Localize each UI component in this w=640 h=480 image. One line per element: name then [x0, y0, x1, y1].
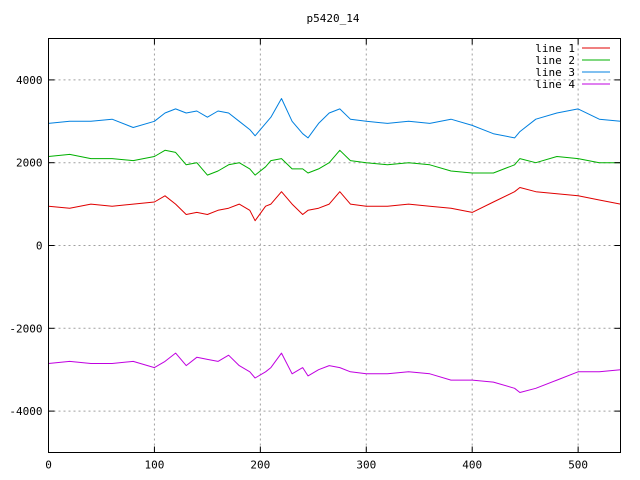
y-tick-label: 0: [36, 240, 43, 253]
series-line-1: [48, 187, 621, 222]
x-tick-label: 400: [462, 459, 482, 472]
series-line-4: [48, 352, 621, 393]
legend-label: line 1: [535, 42, 575, 55]
x-tick-label: 500: [568, 459, 588, 472]
axis-ticks: 0 100 200 300 400 500 -4000 -2000 0 2000 4000: [9, 38, 621, 472]
chart-title: p5420_14: [307, 12, 360, 25]
y-tick-label: -4000: [9, 405, 42, 418]
x-tick-label: 100: [144, 459, 164, 472]
x-tick-label: 0: [45, 459, 52, 472]
series-line-3: [48, 98, 621, 139]
legend-label: line 4: [535, 78, 575, 91]
series-group: [48, 98, 621, 393]
y-tick-label: -2000: [9, 322, 42, 335]
x-tick-label: 200: [250, 459, 270, 472]
x-tick-label: 300: [356, 459, 376, 472]
grid: [48, 38, 621, 453]
series-line-2: [48, 149, 621, 176]
y-tick-label: 4000: [16, 74, 43, 87]
legend-label: line 2: [535, 54, 575, 67]
legend-label: line 3: [535, 66, 575, 79]
y-tick-label: 2000: [16, 157, 43, 170]
